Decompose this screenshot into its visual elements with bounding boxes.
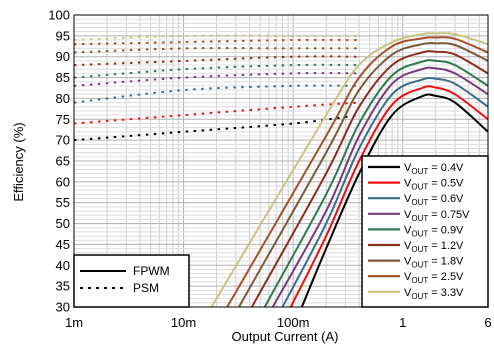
y-tick-label: 55 bbox=[56, 195, 70, 210]
y-tick-label: 40 bbox=[56, 258, 70, 273]
y-tick-label: 100 bbox=[48, 8, 70, 23]
y-tick-label: 75 bbox=[56, 112, 70, 127]
x-tick-label: 1m bbox=[65, 315, 83, 330]
x-tick-label: 10m bbox=[171, 315, 196, 330]
legend-label: VOUT = 2.5V bbox=[404, 271, 464, 285]
x-tick-label: 1 bbox=[399, 315, 406, 330]
legend-label: VOUT = 0.75V bbox=[404, 209, 470, 223]
legend-box bbox=[361, 155, 489, 308]
fpwm-curve-6 bbox=[238, 42, 489, 308]
y-tick-label: 85 bbox=[56, 70, 70, 85]
y-tick-label: 70 bbox=[56, 133, 70, 148]
y-tick-label: 35 bbox=[56, 279, 70, 294]
y-tick-label: 65 bbox=[56, 154, 70, 169]
y-tick-label: 50 bbox=[56, 216, 70, 231]
legend-label: VOUT = 1.8V bbox=[404, 256, 464, 270]
legend-label: VOUT = 0.5V bbox=[404, 178, 464, 192]
y-tick-label: 95 bbox=[56, 28, 70, 43]
mode-label: PSM bbox=[133, 281, 159, 295]
fpwm-curve-0 bbox=[300, 93, 489, 308]
y-tick-label: 90 bbox=[56, 49, 70, 64]
fpwm-curve-7 bbox=[226, 36, 489, 308]
curves bbox=[73, 32, 489, 308]
legend-label: VOUT = 0.6V bbox=[404, 193, 464, 207]
y-tick-label: 45 bbox=[56, 237, 70, 252]
fpwm-curve-5 bbox=[251, 50, 489, 308]
mode-label: FPWM bbox=[133, 264, 170, 278]
x-axis-title: Output Current (A) bbox=[232, 329, 339, 344]
y-axis-title: Efficiency (%) bbox=[11, 122, 26, 201]
y-tick-label: 80 bbox=[56, 91, 70, 106]
legend-label: VOUT = 3.3V bbox=[404, 287, 464, 301]
fpwm-curve-1 bbox=[289, 85, 489, 308]
y-tick-label: 60 bbox=[56, 174, 70, 189]
axis-ticks: 30 35 40 45 50 55 60 65 70 75 80 85 90 95 100 1m 10m 100m… bbox=[48, 8, 491, 331]
legend-label: VOUT = 1.2V bbox=[404, 240, 464, 254]
fpwm-curve-3 bbox=[271, 66, 489, 308]
fpwm-curve-2 bbox=[281, 77, 489, 308]
fpwm-curve-4 bbox=[263, 59, 489, 308]
x-tick-label: 100m bbox=[277, 315, 310, 330]
legend-mode: FPWM PSM bbox=[73, 254, 190, 308]
legend-label: VOUT = 0.4V bbox=[404, 162, 464, 176]
mode-legend-box bbox=[73, 254, 190, 308]
y-tick-label: 30 bbox=[56, 300, 70, 315]
legend-label: VOUT = 0.9V bbox=[404, 224, 464, 238]
x-tick-label: 6 bbox=[484, 315, 491, 330]
fpwm-curve-8 bbox=[210, 32, 489, 308]
